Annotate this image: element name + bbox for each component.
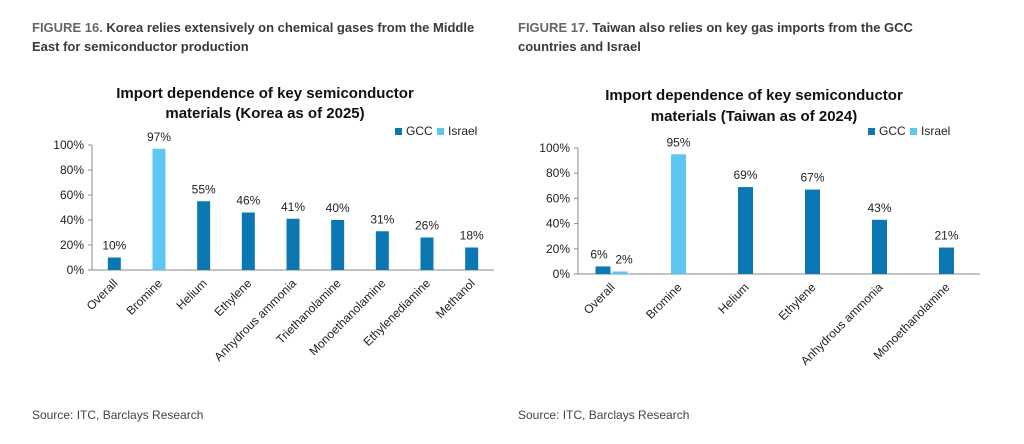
bar-gcc — [805, 189, 820, 274]
bar-gcc — [939, 247, 954, 274]
chart-title-line-1: Import dependence of key semiconductor — [605, 87, 903, 104]
y-tick-label: 100% — [53, 138, 84, 152]
y-tick-label: 40% — [546, 217, 570, 231]
data-label: 41% — [281, 200, 305, 214]
bar-gcc — [465, 247, 479, 270]
bar-gcc — [331, 220, 345, 270]
figure-caption: FIGURE 17. Taiwan also relies on key gas… — [518, 18, 968, 56]
figure-caption-text: Taiwan also relies on key gas imports fr… — [518, 20, 913, 54]
figure-16: FIGURE 16. Korea relies extensively on c… — [0, 0, 494, 444]
figure-source: Source: ITC, Barclays Research — [518, 408, 690, 422]
x-tick-label: Anhydrous ammonia — [211, 276, 299, 364]
bar-gcc — [738, 187, 753, 274]
chart-title-line-1: Import dependence of key semiconductor — [116, 85, 414, 102]
taiwan-bar-chart: Import dependence of key semiconductor ma… — [539, 87, 980, 368]
y-tick-label: 80% — [60, 163, 84, 177]
data-label: 31% — [370, 212, 394, 226]
figure-number: FIGURE 16. — [32, 20, 103, 35]
figure-17: FIGURE 17. Taiwan also relies on key gas… — [506, 0, 996, 444]
y-tick-label: 40% — [60, 213, 84, 227]
bar-israel — [671, 154, 686, 274]
x-tick-label: Bromine — [124, 276, 166, 318]
legend-label-israel: Israel — [448, 124, 477, 138]
data-label: 10% — [102, 239, 126, 253]
bar-gcc — [420, 237, 434, 270]
legend-swatch-israel — [910, 128, 917, 135]
data-label: 6% — [590, 247, 608, 261]
data-label: 97% — [147, 130, 171, 144]
y-tick-label: 80% — [546, 166, 570, 180]
bar-israel — [152, 148, 166, 270]
x-tick-label: Overall — [581, 280, 618, 317]
bar-israel — [612, 271, 628, 274]
y-tick-label: 0% — [67, 263, 85, 277]
data-label: 43% — [867, 201, 891, 215]
chart-title-line-2: materials (Korea as of 2025) — [165, 105, 364, 122]
legend-label-gcc: GCC — [879, 124, 906, 138]
bar-gcc — [107, 257, 121, 270]
data-label: 2% — [615, 252, 633, 266]
bar-gcc — [241, 212, 255, 270]
data-label: 40% — [326, 201, 350, 215]
legend-swatch-israel — [437, 128, 444, 135]
legend-label-israel: Israel — [921, 124, 950, 138]
data-label: 67% — [800, 171, 824, 185]
y-tick-label: 0% — [553, 267, 571, 281]
x-tick-label: Ethylene — [776, 280, 819, 323]
figure-source: Source: ITC, Barclays Research — [32, 408, 204, 422]
data-label: 95% — [666, 135, 690, 149]
bar-gcc — [375, 231, 389, 270]
figure-caption: FIGURE 16. Korea relies extensively on c… — [32, 18, 482, 56]
bar-gcc — [595, 266, 611, 274]
x-tick-label: Helium — [173, 276, 209, 312]
x-tick-label: Helium — [715, 280, 751, 316]
x-tick-label: Methanol — [433, 276, 478, 321]
legend-swatch-gcc — [395, 128, 402, 135]
bar-gcc — [197, 201, 211, 270]
data-label: 18% — [460, 229, 484, 243]
x-tick-label: Bromine — [643, 280, 685, 322]
figure-number: FIGURE 17. — [518, 20, 589, 35]
legend-label-gcc: GCC — [406, 124, 433, 138]
bar-gcc — [872, 219, 887, 274]
data-label: 69% — [733, 168, 757, 182]
korea-bar-chart: Import dependence of key semiconductor ma… — [53, 85, 494, 364]
x-tick-label: Monoethanolamine — [306, 276, 388, 358]
chart-title-line-2: materials (Taiwan as of 2024) — [651, 108, 857, 125]
legend-swatch-gcc — [868, 128, 875, 135]
y-tick-label: 20% — [60, 238, 84, 252]
y-tick-label: 60% — [60, 188, 84, 202]
figure-caption-text: Korea relies extensively on chemical gas… — [32, 20, 475, 54]
data-label: 46% — [236, 194, 260, 208]
bar-gcc — [286, 218, 300, 270]
y-tick-label: 20% — [546, 242, 570, 256]
data-label: 26% — [415, 219, 439, 233]
y-tick-label: 100% — [539, 141, 570, 155]
y-tick-label: 60% — [546, 191, 570, 205]
x-tick-label: Overall — [84, 276, 121, 313]
x-tick-label: Ethylene — [212, 276, 255, 319]
data-label: 21% — [934, 229, 958, 243]
data-label: 55% — [192, 182, 216, 196]
